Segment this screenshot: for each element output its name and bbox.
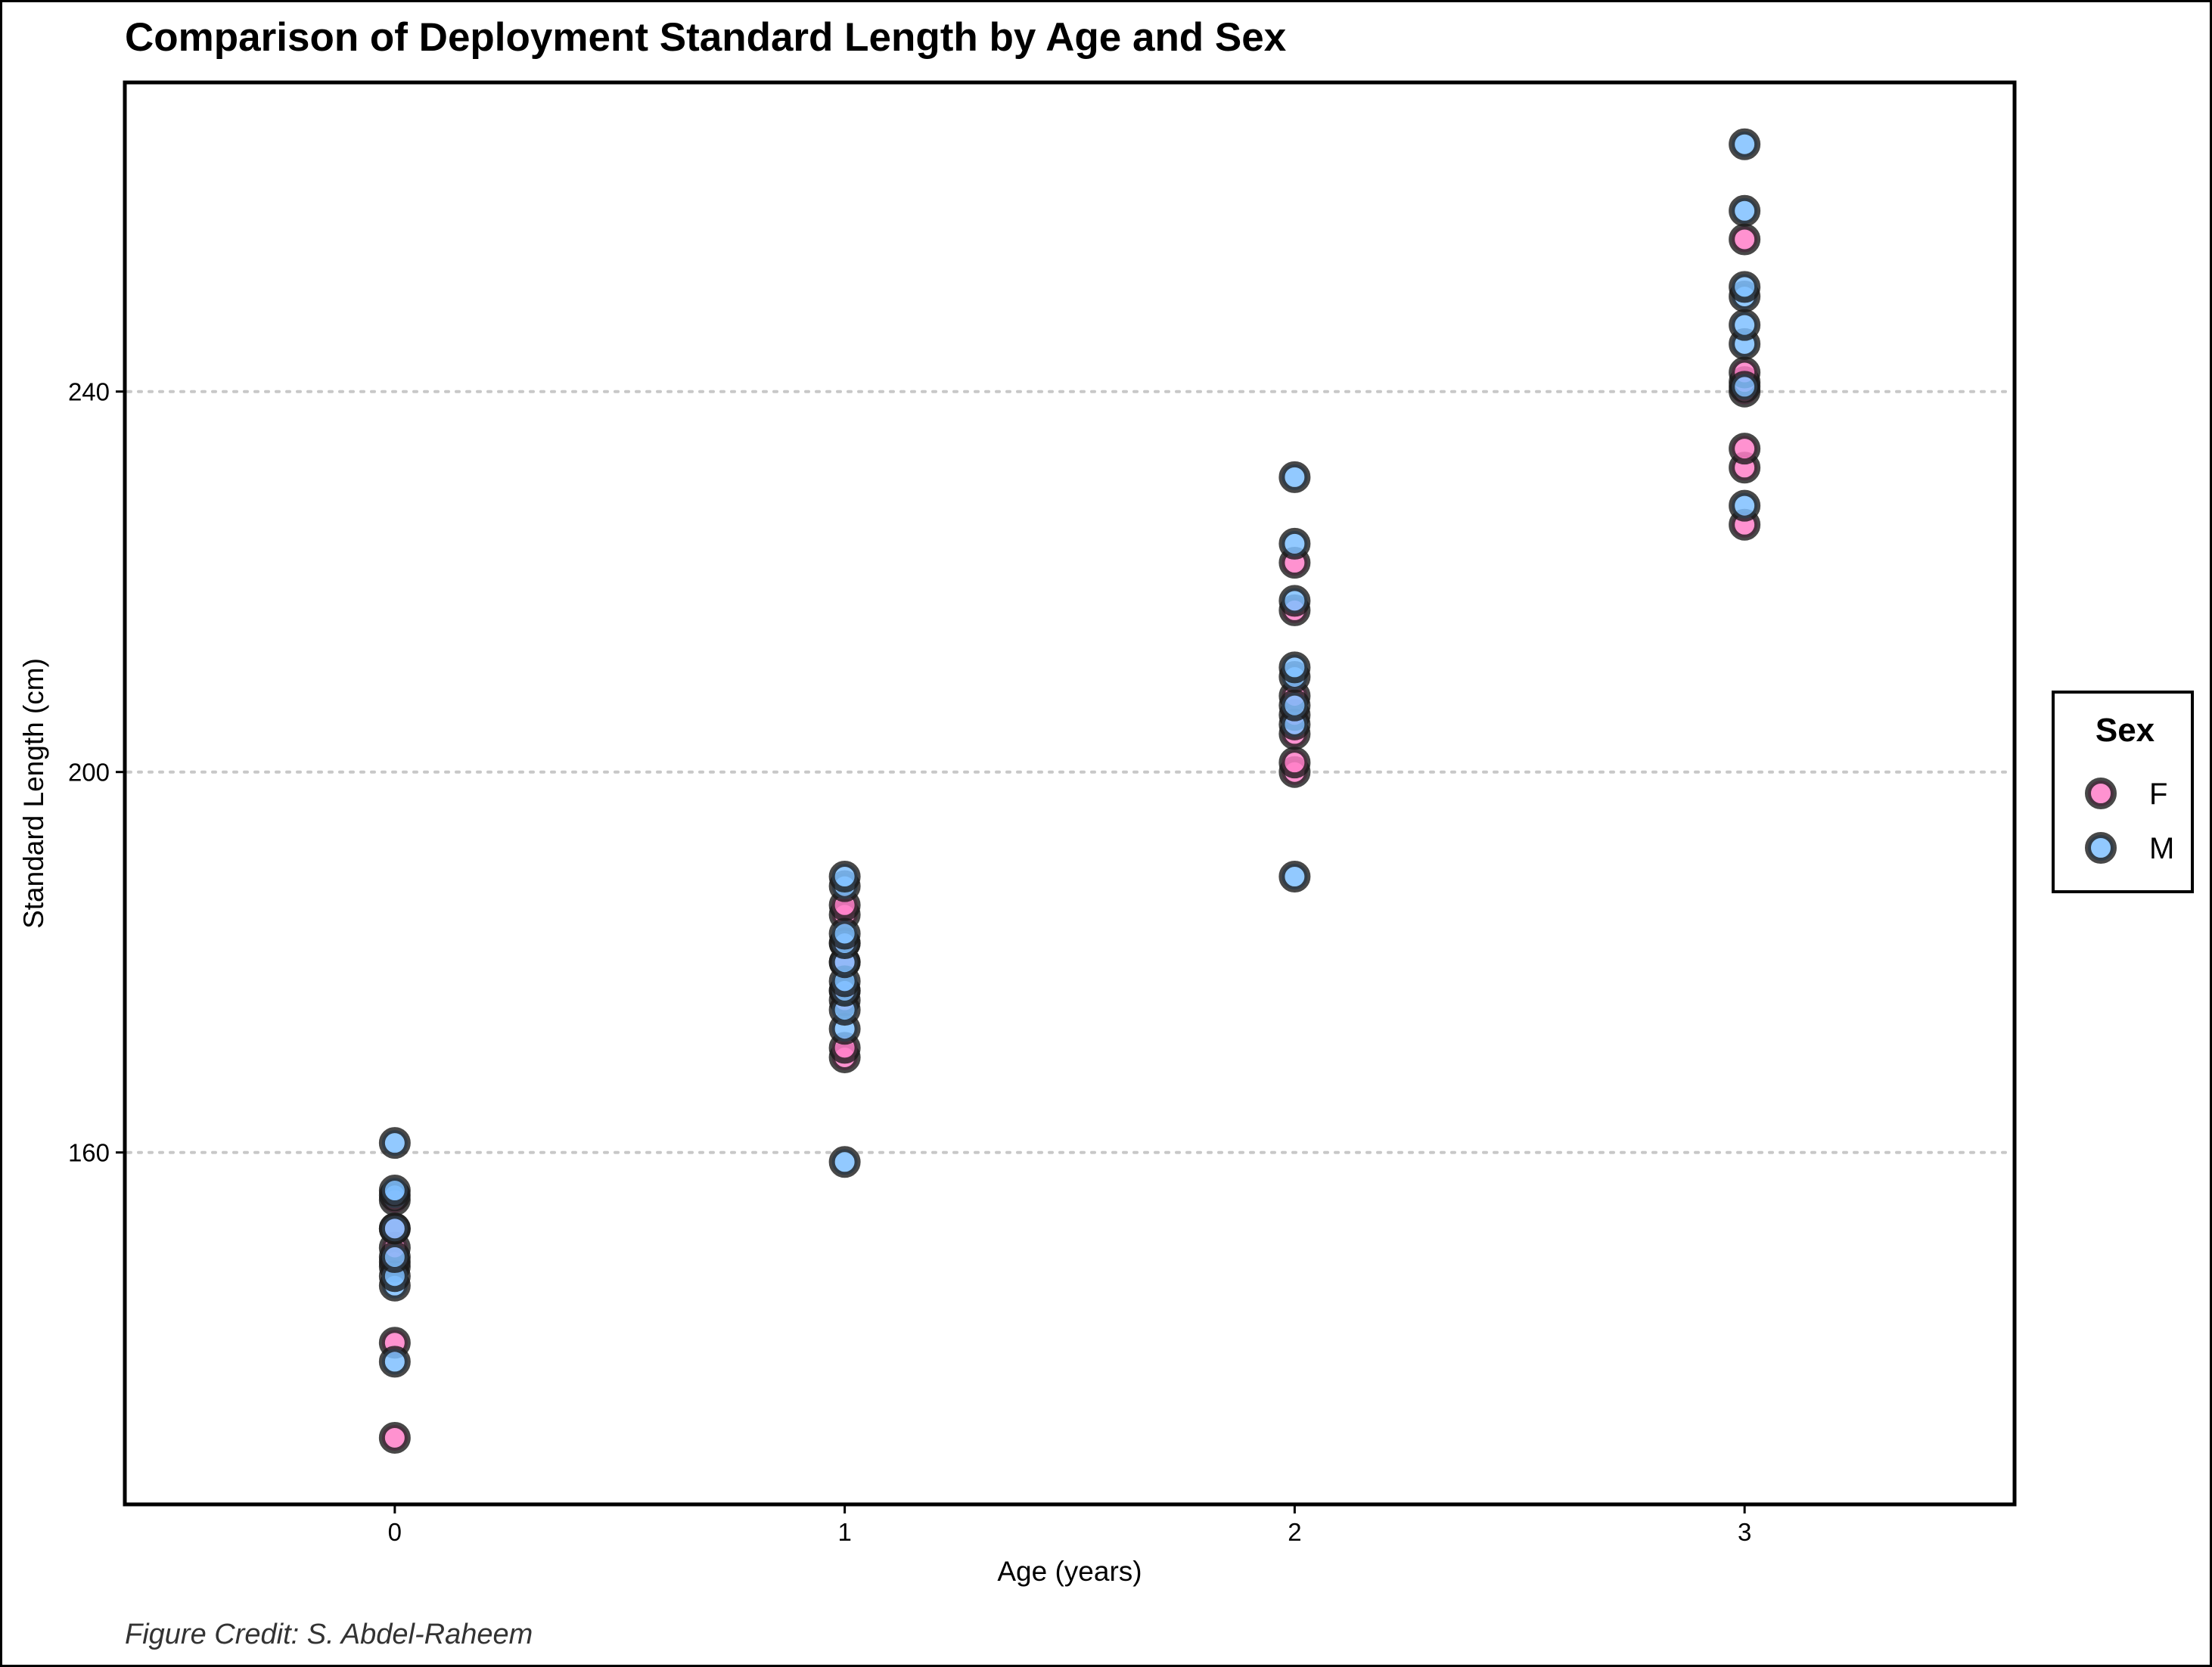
data-point-m <box>1729 194 1761 227</box>
data-point-m <box>1278 861 1311 893</box>
data-point-m <box>378 1127 411 1159</box>
x-tick-label: 1 <box>837 1518 851 1546</box>
x-axis-title: Age (years) <box>997 1556 1142 1587</box>
legend-key-m <box>2085 832 2117 864</box>
x-tick-label: 3 <box>1738 1518 1751 1546</box>
data-point-f <box>1729 223 1761 256</box>
figure-caption: Figure Credit: S. Abdel-Raheem <box>125 1619 533 1650</box>
legend-key-f <box>2085 778 2117 809</box>
data-point-m <box>1278 461 1311 493</box>
axis-ticks: 160 200 240 0 1 2 3 <box>68 378 1751 1546</box>
data-point-m <box>1278 527 1311 560</box>
legend-box <box>2052 691 2194 893</box>
y-tick-label: 200 <box>68 759 110 787</box>
y-tick-label: 240 <box>68 378 110 406</box>
data-point-m <box>378 1175 411 1207</box>
data-point-m <box>1278 689 1311 722</box>
chart-title: Comparison of Deployment Standard Length… <box>125 15 1287 60</box>
data-point-m <box>1729 309 1761 341</box>
data-points <box>378 128 1761 1454</box>
legend-title: Sex <box>2095 712 2155 749</box>
data-point-m <box>378 1241 411 1274</box>
data-point-m <box>1729 271 1761 303</box>
legend: Sex F M <box>2052 691 2194 893</box>
data-point-m <box>378 1346 411 1378</box>
x-tick-label: 2 <box>1288 1518 1301 1546</box>
data-point-m <box>378 1212 411 1245</box>
data-point-m <box>828 861 861 893</box>
y-axis-title: Standard Length (cm) <box>18 658 49 929</box>
legend-label-f: F <box>2149 778 2167 811</box>
data-point-f <box>1278 747 1311 779</box>
data-point-f <box>378 1421 411 1454</box>
legend-label-m: M <box>2149 832 2174 865</box>
data-point-m <box>828 917 861 950</box>
x-tick-label: 0 <box>388 1518 402 1546</box>
y-tick-label: 160 <box>68 1139 110 1167</box>
data-point-m <box>828 1146 861 1178</box>
gridlines <box>126 390 2013 1154</box>
data-point-m <box>1729 128 1761 160</box>
data-point-m <box>1729 489 1761 522</box>
data-point-f <box>1729 433 1761 465</box>
data-point-m <box>1729 371 1761 403</box>
data-point-m <box>1278 585 1311 617</box>
data-point-m <box>1278 651 1311 684</box>
plot-panel <box>123 80 2017 1507</box>
